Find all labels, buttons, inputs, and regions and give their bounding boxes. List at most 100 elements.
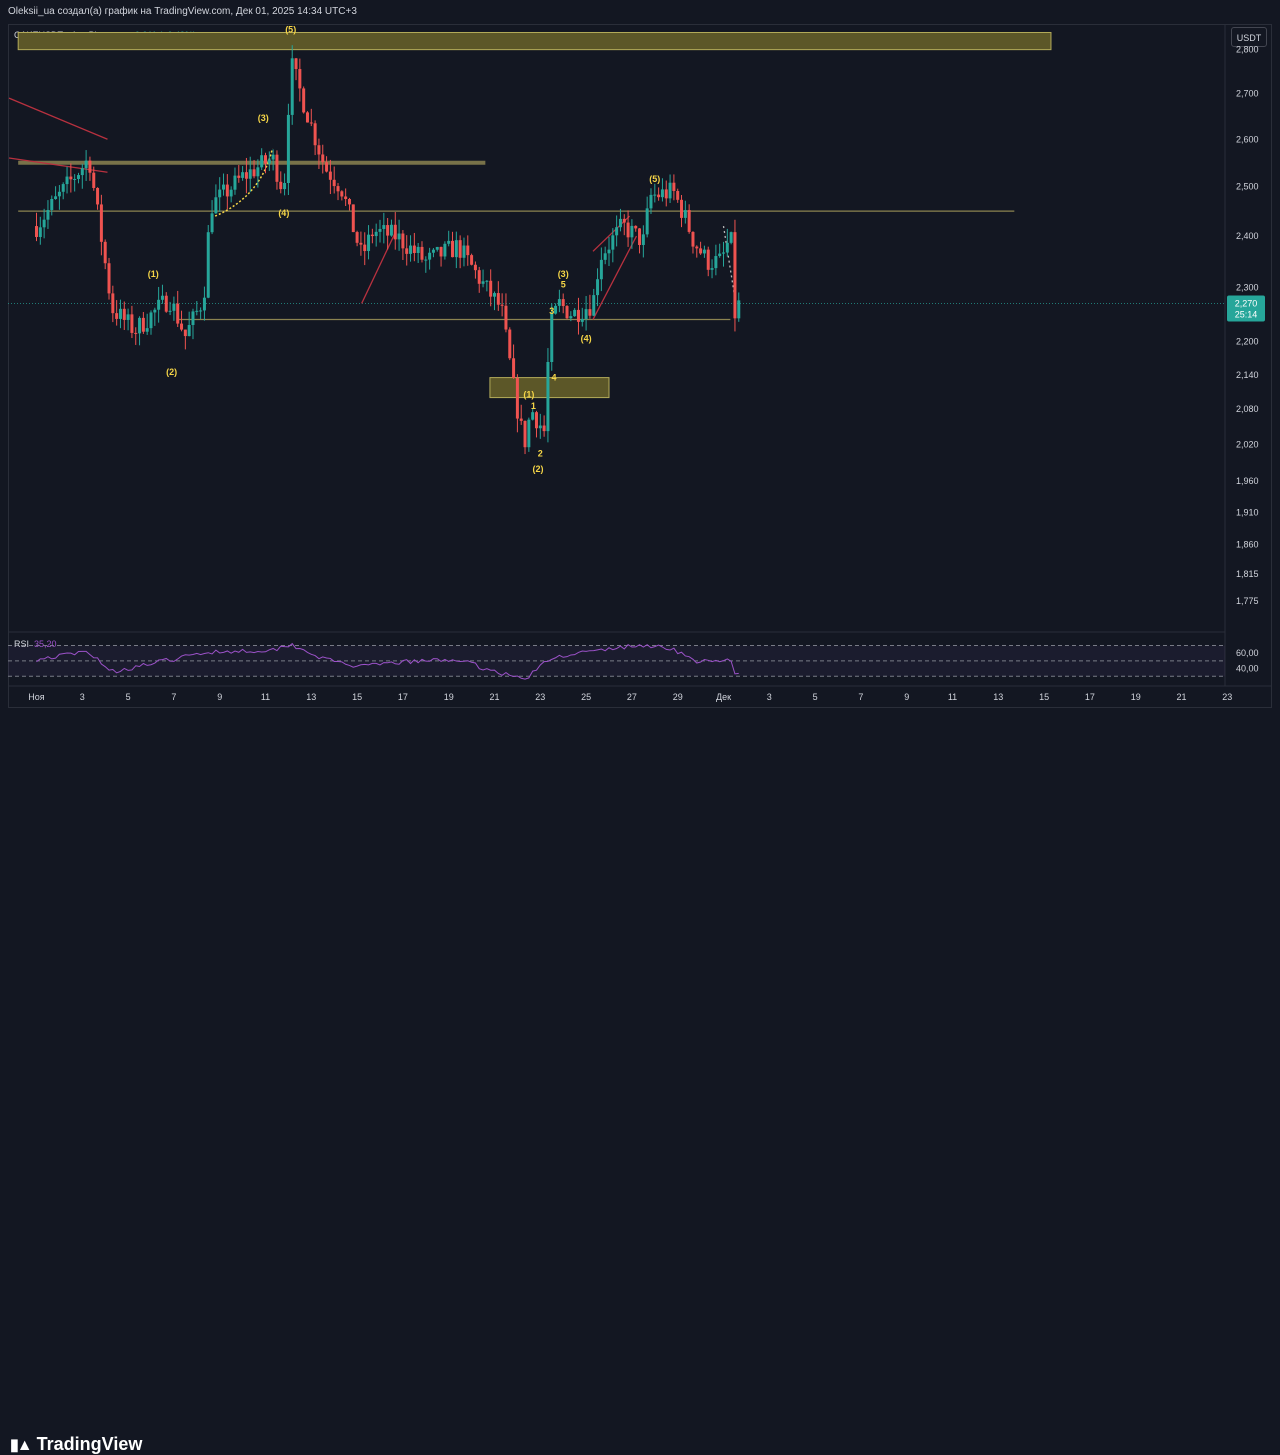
candle-body-141 xyxy=(573,309,577,317)
candle-body-155 xyxy=(626,222,630,238)
price-tick-13: 1,815 xyxy=(1236,569,1259,579)
candle-body-0 xyxy=(35,226,38,237)
price-tag-value: 2,270 xyxy=(1235,298,1258,308)
candle-body-52 xyxy=(233,175,237,190)
time-tick-6: 13 xyxy=(306,692,316,702)
candle-body-31 xyxy=(153,309,157,313)
candle-body-146 xyxy=(592,295,596,316)
candle-body-79 xyxy=(336,186,340,192)
candle-body-32 xyxy=(157,299,161,310)
time-tick-26: 23 xyxy=(1222,692,1232,702)
candle-body-64 xyxy=(279,181,283,190)
time-axis[interactable]: Ноя 3 5 7 9 11 13 15 17 19 21 23 25 27 29 Дек 3 5 7 9 11 13 15… xyxy=(28,692,1232,702)
price-tick-1: 2,700 xyxy=(1236,89,1259,99)
candle-body-8 xyxy=(65,176,69,185)
zones xyxy=(17,31,1052,399)
candle-body-54 xyxy=(241,172,245,178)
candle-body-130 xyxy=(531,412,535,420)
candle-body-133 xyxy=(542,425,546,432)
rsi-tick-1: 40,00 xyxy=(1236,664,1259,674)
price-axis[interactable]: 2,800 2,700 2,600 2,500 2,400 2,300 2,200 2,140… xyxy=(1236,45,1259,606)
candle-body-20 xyxy=(111,293,115,314)
time-tick-8: 17 xyxy=(398,692,408,702)
candle-body-44 xyxy=(202,297,206,311)
candle-body-30 xyxy=(149,312,153,329)
candle-body-37 xyxy=(176,303,180,324)
candle-body-125 xyxy=(512,358,516,378)
candle-body-24 xyxy=(126,314,130,320)
candle-body-134 xyxy=(546,361,550,432)
candle-body-167 xyxy=(672,182,676,192)
candle-body-132 xyxy=(538,425,542,429)
price-chart[interactable]: (5)(3)(4)(1)(2)(5)(3)53(4)(1)142(2) RSI 3… xyxy=(0,0,1280,708)
candle-body-34 xyxy=(164,295,168,312)
rsi-tick-0: 60,00 xyxy=(1236,648,1259,658)
levels xyxy=(8,160,1225,321)
candle-body-120 xyxy=(493,293,496,297)
candle-body-80 xyxy=(340,191,344,197)
candle-body-68 xyxy=(294,58,298,70)
candle-body-60 xyxy=(264,155,267,164)
candle-body-93 xyxy=(389,224,393,236)
candle-body-98 xyxy=(409,245,413,254)
currency-button[interactable]: USDT xyxy=(1231,27,1267,47)
wave-label-4: (2) xyxy=(166,367,177,377)
candle-body-139 xyxy=(565,306,569,319)
wave-label-9: (4) xyxy=(581,333,592,343)
candle-body-137 xyxy=(557,299,561,306)
candle-body-66 xyxy=(286,114,290,184)
candle-body-48 xyxy=(218,189,222,198)
wave-label-6: (3) xyxy=(558,269,569,279)
candle-body-78 xyxy=(332,179,336,187)
price-tick-12: 1,860 xyxy=(1236,539,1259,549)
trendline-mid xyxy=(361,230,397,304)
time-tick-7: 15 xyxy=(352,692,362,702)
candle-body-123 xyxy=(504,305,508,330)
candle-body-15 xyxy=(92,172,96,188)
candle-body-40 xyxy=(187,325,191,337)
price-tick-5: 2,300 xyxy=(1236,283,1259,293)
wave-labels: (5)(3)(4)(1)(2)(5)(3)53(4)(1)142(2) xyxy=(148,24,661,473)
candle-body-161 xyxy=(649,194,653,209)
supply-demand-zone-1 xyxy=(17,31,1052,51)
chart-frame xyxy=(8,24,1272,708)
tradingview-logo[interactable]: ▮▲ TradingView xyxy=(10,1434,143,1454)
price-tag-countdown: 25:14 xyxy=(1235,309,1258,319)
candle-body-38 xyxy=(180,323,184,330)
candle-body-3 xyxy=(46,209,50,220)
candle-body-95 xyxy=(397,233,401,240)
candle-body-35 xyxy=(168,310,172,312)
time-tick-12: 25 xyxy=(581,692,591,702)
candle-body-159 xyxy=(641,234,645,245)
candle-body-65 xyxy=(283,183,287,190)
time-tick-14: 29 xyxy=(673,692,683,702)
trendlines xyxy=(8,97,736,320)
candle-body-182 xyxy=(729,232,733,243)
candle-body-162 xyxy=(653,194,657,196)
candle-body-18 xyxy=(103,241,107,264)
wave-arc-dotted xyxy=(214,148,274,217)
candle-body-110 xyxy=(454,240,458,258)
candle-body-61 xyxy=(267,159,271,164)
candle-body-94 xyxy=(393,224,397,240)
candle-body-121 xyxy=(496,293,500,305)
channel-bottom xyxy=(592,235,638,320)
candle-body-57 xyxy=(252,169,256,177)
rsi-line xyxy=(36,642,739,680)
candle-body-102 xyxy=(424,259,428,261)
candle-body-41 xyxy=(191,311,195,326)
candle-body-46 xyxy=(210,213,214,233)
candle-body-157 xyxy=(634,225,638,229)
candle-body-90 xyxy=(378,228,382,232)
price-tick-6: 2,200 xyxy=(1236,336,1259,346)
time-tick-3: 7 xyxy=(171,692,176,702)
candle-body-26 xyxy=(134,332,138,334)
price-tick-11: 1,910 xyxy=(1236,507,1259,517)
candle-body-7 xyxy=(61,184,65,192)
price-tick-8: 2,080 xyxy=(1236,404,1259,414)
candle-body-178 xyxy=(714,256,718,269)
candle-body-87 xyxy=(367,234,371,252)
candle-body-103 xyxy=(428,252,432,260)
candle-body-75 xyxy=(321,154,325,163)
candle-body-85 xyxy=(359,242,363,245)
